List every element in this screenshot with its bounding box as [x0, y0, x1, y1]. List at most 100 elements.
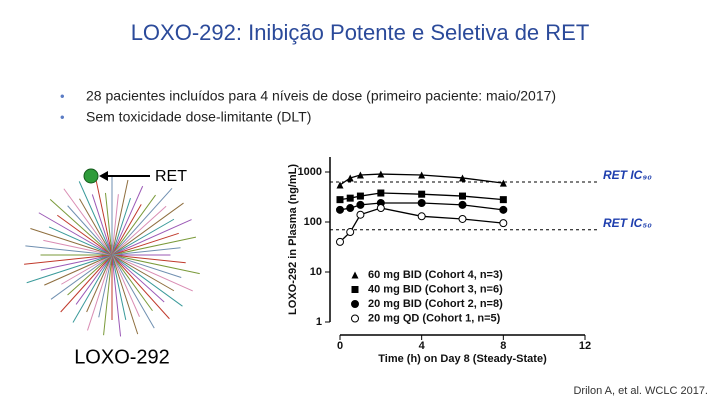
- legend-label: 40 mg BID (Cohort 3, n=6): [368, 283, 503, 295]
- marker: [336, 205, 344, 214]
- compound-label: LOXO-292: [74, 346, 170, 368]
- tree-branch: [95, 177, 113, 256]
- tree-branch: [111, 179, 129, 256]
- tree-branch: [111, 205, 167, 256]
- marker: [356, 210, 365, 219]
- legend-label: 20 mg QD (Cohort 1, n=5): [368, 312, 501, 324]
- y-tick-label: 1: [316, 316, 322, 328]
- y-axis-label: LOXO-292 in Plasma (ng/mL): [287, 164, 299, 315]
- tree-branch: [49, 198, 113, 256]
- x-tick-label: 4: [419, 340, 426, 352]
- marker: [356, 200, 365, 209]
- tree-branch: [111, 254, 122, 337]
- marker: [346, 204, 355, 213]
- tree-branch: [111, 194, 156, 256]
- marker: [376, 204, 385, 213]
- bullet-dot: •: [60, 109, 65, 124]
- citation: Drilon A, et al. WCLC 2017.: [573, 385, 708, 397]
- marker: [336, 181, 344, 189]
- bullet-dot: •: [60, 88, 65, 103]
- tree-branch: [111, 254, 175, 292]
- tree-branch: [111, 254, 200, 275]
- marker: [336, 237, 344, 246]
- tree-branch: [111, 254, 170, 320]
- marker: [351, 286, 359, 293]
- tree-branch: [111, 254, 182, 278]
- tree-branch: [40, 254, 113, 271]
- tree-branch: [86, 254, 113, 313]
- marker: [458, 200, 467, 209]
- marker: [499, 205, 508, 214]
- tree-branch: [111, 254, 186, 264]
- slide-title: LOXO-292: Inibição Potente e Seletiva de…: [131, 20, 590, 45]
- x-tick-label: 8: [500, 340, 506, 352]
- tree-branch: [111, 185, 144, 256]
- marker: [356, 171, 364, 179]
- tree-branch: [111, 247, 181, 256]
- marker: [377, 170, 385, 178]
- ret-marker: [83, 168, 99, 184]
- tree-branch: [111, 254, 165, 303]
- y-tick-label: 1000: [298, 166, 322, 178]
- marker: [356, 192, 364, 200]
- tree-branch: [103, 254, 113, 336]
- tree-branch: [30, 228, 113, 256]
- tree-branch: [111, 254, 155, 329]
- tree-branch: [44, 254, 113, 286]
- marker: [499, 196, 507, 204]
- tree-branch: [111, 236, 197, 256]
- tree-branch: [111, 254, 139, 335]
- marker: [346, 228, 355, 237]
- x-tick-label: 0: [337, 340, 343, 352]
- marker: [351, 271, 359, 279]
- arrow-head: [99, 171, 108, 181]
- marker: [499, 179, 507, 187]
- marker: [418, 171, 426, 179]
- marker: [351, 314, 359, 323]
- tree-branch: [25, 245, 113, 256]
- tree-branch: [111, 254, 183, 307]
- tree-branch: [111, 254, 140, 317]
- tree-branch: [72, 254, 113, 323]
- tree-branch: [111, 232, 179, 256]
- tree-branch: [67, 205, 113, 256]
- tree-branch: [48, 226, 113, 256]
- tree-branch: [57, 214, 113, 256]
- tree-branch: [43, 239, 113, 256]
- y-tick-label: 100: [304, 216, 322, 228]
- tree-branch: [60, 254, 113, 313]
- tree-branch: [26, 254, 113, 284]
- marker: [459, 192, 466, 200]
- target-label: RET: [155, 168, 187, 185]
- tree-branch: [111, 218, 175, 256]
- legend-label: 20 mg BID (Cohort 2, n=8): [368, 298, 503, 310]
- reference-label: RET IC₅₀: [603, 216, 652, 230]
- marker: [499, 219, 508, 228]
- tree-branch: [111, 254, 127, 320]
- legend-label: 60 mg BID (Cohort 4, n=3): [368, 269, 503, 281]
- tree-branch: [63, 188, 113, 256]
- tree-branch: [79, 198, 113, 256]
- x-tick-label: 12: [579, 340, 591, 352]
- marker: [377, 189, 385, 197]
- x-axis-label: Time (h) on Day 8 (Steady-State): [378, 353, 547, 365]
- marker: [459, 174, 466, 182]
- marker: [417, 212, 426, 221]
- chart: 1 10 100 1000 0 4 8 12 Time (h) on Day 8 (Steady…: [287, 156, 652, 365]
- marker: [346, 174, 354, 182]
- tree-branch: [38, 212, 113, 256]
- tree-branch: [87, 254, 113, 331]
- marker: [336, 196, 344, 204]
- marker: [417, 198, 426, 207]
- bullet: Sem toxicidade dose-limitante (DLT): [86, 109, 311, 125]
- tree-branch: [111, 254, 153, 312]
- tree-branch: [24, 254, 113, 265]
- marker: [351, 300, 359, 308]
- reference-label: RET IC₉₀: [603, 168, 652, 182]
- bullet: 28 pacientes incluídos para 4 níveis de …: [86, 88, 556, 104]
- marker: [346, 194, 354, 202]
- tree-branch: [78, 181, 113, 256]
- tree-branch: [111, 219, 192, 256]
